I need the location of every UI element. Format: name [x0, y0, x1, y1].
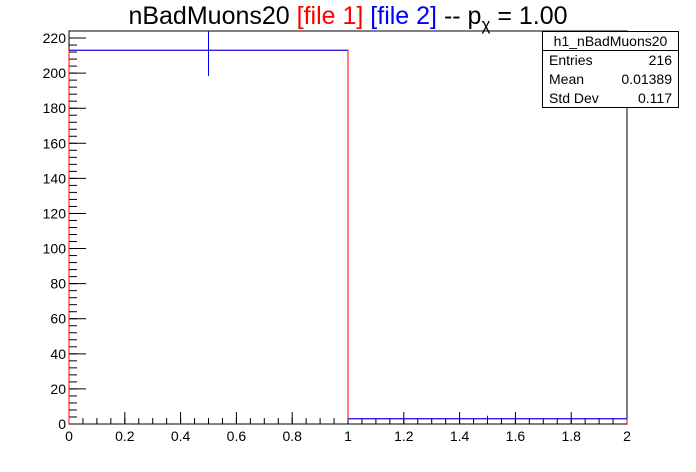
x-tick-label: 2 [623, 428, 631, 444]
series-file1-histogram [68, 49, 628, 424]
x-tick-label: 0.6 [227, 428, 247, 444]
title-file1: [file 1] [296, 2, 364, 30]
y-tick-label: 200 [43, 65, 67, 81]
stats-value: 0.117 [638, 90, 672, 106]
stats-value: 0.01389 [621, 71, 672, 87]
stats-row-mean: Mean 0.01389 [543, 70, 678, 89]
x-tick-label: 0.2 [115, 428, 135, 444]
y-tick-label: 220 [43, 30, 67, 46]
stats-row-entries: Entries 216 [543, 51, 678, 70]
stats-label: Std Dev [549, 90, 599, 106]
title-file2: [file 2] [370, 2, 437, 30]
y-tick-label: 100 [43, 241, 67, 257]
y-tick-label: 40 [50, 346, 66, 362]
x-tick-label: 1.2 [394, 428, 414, 444]
chart-title: nBadMuons20 [file 1] [file 2] -- pχ = 1.… [0, 2, 696, 35]
y-tick-label: 80 [50, 276, 66, 292]
y-tick-label: 60 [50, 311, 66, 327]
y-tick-label: 20 [50, 381, 66, 397]
x-tick-label: 1.8 [561, 428, 581, 444]
y-tick-label: 160 [43, 135, 67, 151]
y-tick-label: 140 [43, 170, 67, 186]
stats-row-stddev: Std Dev 0.117 [543, 89, 678, 108]
y-tick-label: 180 [43, 100, 67, 116]
y-tick-label: 120 [43, 205, 67, 221]
x-tick-label: 0.8 [282, 428, 302, 444]
x-tick-label: 1 [344, 428, 352, 444]
y-tick-label: 0 [58, 416, 66, 432]
x-tick-label: 0 [65, 428, 73, 444]
stats-label: Mean [549, 71, 585, 87]
title-pchi-sub: χ [481, 15, 491, 34]
x-tick-label: 1.6 [506, 428, 526, 444]
stats-box: h1_nBadMuons20 Entries 216 Mean 0.01389 … [542, 31, 679, 108]
title-main: nBadMuons20 [128, 2, 290, 30]
title-pchi-prefix: -- p [443, 2, 482, 30]
stats-label: Entries [549, 52, 593, 68]
x-tick-label: 0.4 [171, 428, 191, 444]
title-pchi-value: = 1.00 [497, 2, 568, 30]
stats-box-name: h1_nBadMuons20 [543, 32, 678, 51]
stats-value: 216 [648, 52, 672, 68]
x-tick-label: 1.4 [450, 428, 470, 444]
